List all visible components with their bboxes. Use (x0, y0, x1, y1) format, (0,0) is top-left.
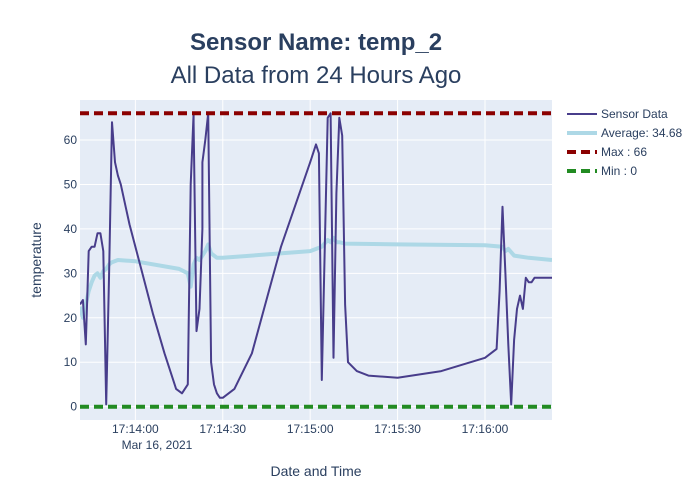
legend-label-sensor: Sensor Data (601, 107, 668, 121)
gridlines (80, 100, 552, 420)
x-tick-label: 17:15:30 (374, 422, 421, 436)
legend-item-sensor[interactable]: Sensor Data (567, 107, 668, 121)
plot-background (80, 100, 552, 420)
x-date-label: Mar 16, 2021 (122, 438, 193, 452)
y-tick-label: 30 (64, 266, 78, 280)
legend-item-max[interactable]: Max : 66 (567, 145, 647, 159)
chart-title: Sensor Name: temp_2 (190, 29, 442, 56)
y-axis-label: temperature (28, 222, 44, 298)
series-sensor-data (80, 112, 552, 406)
x-tick-label: 17:14:30 (199, 422, 246, 436)
legend-label-average: Average: 34.68 (601, 126, 683, 140)
legend-item-average[interactable]: Average: 34.68 (567, 126, 683, 140)
legend-label-min: Min : 0 (601, 164, 637, 178)
x-axis-label: Date and Time (270, 463, 361, 479)
chart-subtitle: All Data from 24 Hours Ago (171, 62, 462, 89)
x-ticks: 17:14:00 17:14:30 17:15:00 17:15:30 17:16:00 (112, 422, 509, 436)
legend-label-max: Max : 66 (601, 145, 647, 159)
y-ticks: 0 10 20 30 40 50 60 (64, 133, 78, 414)
x-tick-label: 17:14:00 (112, 422, 159, 436)
y-tick-label: 50 (64, 177, 78, 191)
y-tick-label: 40 (64, 222, 78, 236)
y-tick-label: 60 (64, 133, 78, 147)
series-layer (80, 111, 552, 409)
x-tick-label: 17:16:00 (462, 422, 509, 436)
y-tick-label: 10 (64, 355, 78, 369)
legend-item-min[interactable]: Min : 0 (567, 164, 637, 178)
series-average (80, 235, 552, 320)
y-tick-label: 20 (64, 311, 78, 325)
y-tick-label: 0 (70, 400, 77, 414)
x-tick-label: 17:15:00 (287, 422, 334, 436)
legend[interactable]: Sensor Data Average: 34.68 Max : 66 Min … (567, 107, 683, 178)
